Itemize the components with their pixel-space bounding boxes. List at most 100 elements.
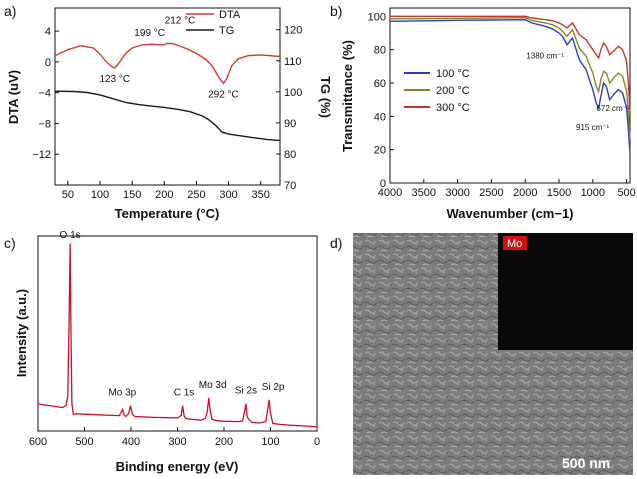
chart-a-x-tick-label: 250 <box>187 189 205 201</box>
chart-a-series-dta-line <box>54 42 281 85</box>
chart-c-x-tick-label: 200 <box>215 436 233 448</box>
chart-a-frame <box>54 7 281 186</box>
chart-c-peak-label: Mo 3p <box>108 388 136 399</box>
chart-c-spectrum-line <box>37 243 318 428</box>
panel-label-a: a) <box>4 3 16 19</box>
chart-c-peak-label: O 1s <box>60 230 81 241</box>
chart-b-x-tick-label: 1500 <box>547 187 571 199</box>
chart-b-y-axis: 0 20 40 60 80 100 <box>368 11 394 190</box>
chart-a-y-tick-label-right: 90 <box>284 118 296 130</box>
chart-a-series-tg-line <box>54 90 281 142</box>
chart-a-y-axis-left: 4 0 −4 −8 −12 <box>32 26 59 161</box>
chart-a-y-tick-label-left: −12 <box>32 149 51 161</box>
chart-c-peak-label: Mo 3d <box>199 380 227 391</box>
chart-b-y-label: Transmittance (%) <box>340 40 355 152</box>
chart-a-peak-label: 199 °C <box>134 28 165 39</box>
chart-b-annotations: 1380 cm⁻¹ 915 cm⁻¹ 672 cm⁻¹ <box>526 52 630 132</box>
chart-b-y-tick-label: 100 <box>368 11 386 23</box>
chart-a-legend: DTA TG <box>186 9 241 37</box>
chart-c-frame <box>37 235 318 432</box>
chart-b-series-line-3 <box>390 15 631 114</box>
chart-a-series <box>54 42 281 142</box>
chart-c-xps: 600 500 400 300 200 100 0 O 1s Mo 3p C 1s Mo 3d Si… <box>14 230 320 474</box>
chart-a-y-axis-right: 120 110 100 90 80 70 <box>276 25 302 192</box>
panel-label-b: b) <box>330 3 342 19</box>
chart-b-x-tick-label: 4000 <box>378 187 402 199</box>
chart-b-ftir: 4000 3500 3000 2500 2000 1500 1000 500 0 20 40 60 8… <box>340 7 636 221</box>
chart-b-x-tick-label: 2500 <box>479 187 503 199</box>
chart-a-y-label-right: TG (%) <box>318 76 333 118</box>
chart-a-x-tick-label: 200 <box>155 189 173 201</box>
chart-b-legend: 100 °C 200 °C 300 °C <box>404 68 470 114</box>
chart-c-y-label: Intensity (a.u.) <box>14 289 29 377</box>
chart-a-peak-label: 292 °C <box>208 89 239 100</box>
chart-a-x-tick-label: 350 <box>252 189 270 201</box>
chart-b-series-line-2 <box>389 16 631 140</box>
chart-b-x-tick-label: 2000 <box>513 187 537 199</box>
panel-label-d: d) <box>330 235 342 251</box>
chart-c-annotations: O 1s Mo 3p C 1s Mo 3d Si 2s Si 2p <box>60 230 285 399</box>
chart-a-x-axis: 50 100 150 200 250 300 350 <box>62 181 270 201</box>
chart-c-x-tick-label: 300 <box>168 436 186 448</box>
chart-b-x-tick-label: 500 <box>617 187 635 199</box>
chart-a-dta-tg: 50 100 150 200 250 300 350 4 0 −4 −8 −12 120 110 100… <box>6 7 333 221</box>
chart-b-x-tick-label: 3500 <box>412 187 436 199</box>
chart-a-y-tick-label-left: 4 <box>45 26 51 38</box>
chart-b-x-tick-label: 3000 <box>445 187 469 199</box>
chart-c-x-tick-label: 500 <box>75 436 93 448</box>
legend-label-dta: DTA <box>219 9 241 21</box>
chart-a-x-tick-label: 50 <box>62 189 74 201</box>
chart-c-peak-label: Si 2s <box>235 386 257 397</box>
chart-b-series-line-1 <box>389 18 631 154</box>
panel-label-c: c) <box>4 235 16 251</box>
chart-a-y-tick-label-left: 0 <box>45 57 51 69</box>
chart-b-x-axis: 4000 3500 3000 2500 2000 1500 1000 500 <box>378 179 636 199</box>
chart-c-peak-label: Si 2p <box>262 382 285 393</box>
chart-a-y-tick-label-right: 70 <box>284 180 296 192</box>
legend-label-300c: 300 °C <box>436 102 470 114</box>
chart-b-band-label: 915 cm⁻¹ <box>576 123 609 132</box>
chart-c-x-tick-label: 400 <box>122 436 140 448</box>
chart-c-x-tick-label: 0 <box>314 436 320 448</box>
chart-b-series <box>389 15 631 154</box>
chart-a-peak-label: 212 °C <box>165 15 196 26</box>
sem-image: Mo 500 nm <box>353 233 633 475</box>
chart-a-y-tick-label-left: −4 <box>38 88 51 100</box>
chart-c-peak-label: C 1s <box>174 388 195 399</box>
chart-a-y-tick-label-right: 120 <box>284 25 302 37</box>
chart-b-x-tick-label: 1000 <box>581 187 605 199</box>
chart-b-band-label: 672 cm⁻¹ <box>596 104 629 113</box>
chart-b-band-label: 1380 cm⁻¹ <box>526 52 564 61</box>
chart-c-series <box>37 243 318 428</box>
mo-map-label-box <box>503 236 527 250</box>
chart-c-x-axis: 600 500 400 300 200 100 0 <box>29 427 320 448</box>
mo-map-inset <box>498 233 633 350</box>
legend-label-tg: TG <box>219 25 234 37</box>
chart-b-frame <box>389 7 631 184</box>
scale-bar-label: 500 nm <box>562 455 610 471</box>
chart-c-x-label: Binding energy (eV) <box>116 459 239 474</box>
chart-a-x-tick-label: 100 <box>91 189 109 201</box>
chart-b-y-tick-label: 80 <box>374 45 386 57</box>
chart-a-y-tick-label-right: 110 <box>284 56 302 68</box>
chart-a-peak-label: 123 °C <box>99 74 130 85</box>
chart-b-y-tick-label: 0 <box>380 178 386 190</box>
chart-b-y-tick-label: 40 <box>374 111 386 123</box>
chart-a-x-tick-label: 300 <box>219 189 237 201</box>
chart-a-x-label: Temperature (°C) <box>115 206 220 221</box>
chart-b-y-tick-label: 20 <box>374 145 386 157</box>
chart-a-y-tick-label-right: 100 <box>284 87 302 99</box>
chart-a-x-tick-label: 150 <box>123 189 141 201</box>
legend-label-200c: 200 °C <box>436 85 470 97</box>
chart-b-x-label: Wavenumber (cm−1) <box>446 206 573 221</box>
chart-a-y-tick-label-right: 80 <box>284 149 296 161</box>
legend-label-100c: 100 °C <box>436 68 470 80</box>
chart-b-y-tick-label: 60 <box>374 78 386 90</box>
chart-c-x-tick-label: 600 <box>29 436 47 448</box>
mo-map-label: Mo <box>507 238 522 250</box>
chart-a-y-label-left: DTA (uV) <box>6 70 21 124</box>
chart-c-x-tick-label: 100 <box>261 436 279 448</box>
chart-a-y-tick-label-left: −8 <box>38 118 51 130</box>
